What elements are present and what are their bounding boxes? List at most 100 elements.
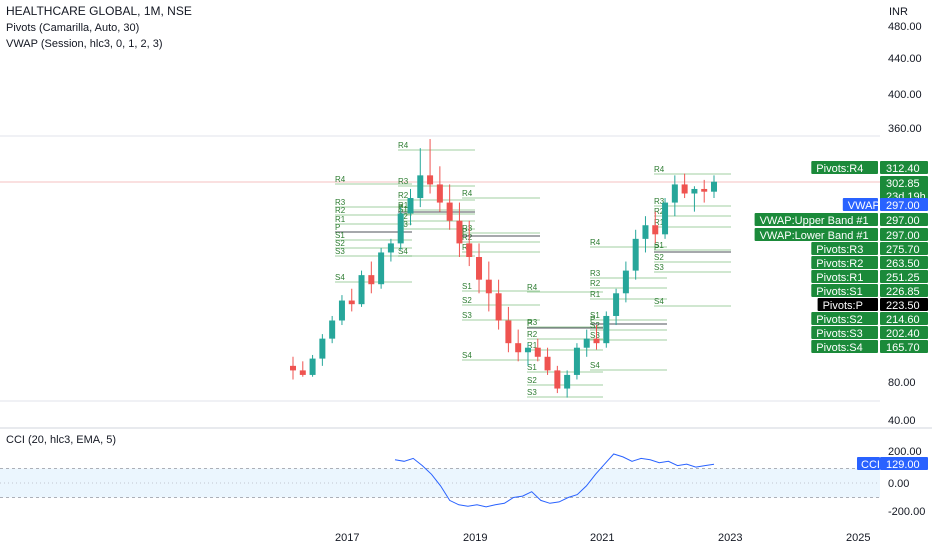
candle-body (338, 300, 345, 321)
candle (573, 343, 580, 380)
pivot-label: R2 (462, 233, 473, 242)
cci-line (394, 453, 715, 508)
price-tag-value: 312.40 (886, 163, 920, 175)
price-tag-value-box (880, 228, 928, 241)
price-tag-value: 223.50 (886, 300, 920, 312)
pivot-label: S3 (335, 247, 345, 256)
pivot-label: R4 (527, 283, 538, 292)
candle (417, 148, 424, 208)
candle-body (407, 198, 414, 214)
pivot-label: S1 (462, 282, 472, 291)
candle-body (505, 320, 512, 344)
price-tag: Pivots:S1 226.85 (811, 284, 928, 298)
candle (329, 315, 336, 344)
candle-body (603, 315, 610, 344)
pivot-label: R2 (527, 330, 538, 339)
price-tick-label: 80.00 (888, 377, 916, 389)
price-tag-value-box (880, 340, 928, 353)
candle-body (368, 275, 375, 285)
candle (554, 365, 561, 394)
candle-body (613, 293, 620, 316)
candle (691, 186, 698, 212)
price-tag-label: VWAP:Lower Band #1 (760, 230, 869, 242)
pivot-label: P (335, 223, 340, 232)
time-tick-label: 2017 (335, 532, 359, 544)
candle (662, 198, 669, 239)
cci-tick-label: 0.00 (888, 478, 909, 490)
cci-indicator-legend[interactable]: CCI (20, hlc3, EMA, 5) (6, 434, 117, 446)
candle (583, 329, 590, 357)
candle-body (622, 270, 629, 294)
candle (593, 325, 600, 350)
pivot-label: R2 (398, 191, 409, 200)
pivot-label: P (590, 315, 595, 324)
candle (534, 338, 541, 362)
price-tag-value: 302.85 (886, 178, 920, 190)
candle (671, 175, 678, 217)
candle-body (456, 220, 463, 244)
candle-body (691, 188, 698, 194)
vwap-indicator-legend[interactable]: VWAP (Session, hlc3, 0, 1, 2, 3) (6, 38, 163, 50)
candle (436, 166, 443, 212)
pivot-label: S3 (527, 388, 537, 397)
candle (397, 207, 404, 250)
candle (387, 238, 394, 262)
candle-body (573, 347, 580, 375)
pivot-label: R1 (527, 341, 538, 350)
price-tag: Pivots:R3 275.70 (811, 242, 928, 256)
candle (603, 311, 610, 348)
candle (652, 211, 659, 244)
price-tag-label: VWAP:Upper Band #1 (760, 215, 869, 227)
pivot-label: S1 (590, 311, 600, 320)
price-tag-label-box (811, 284, 878, 297)
candle (466, 220, 473, 267)
candle (309, 354, 316, 377)
price-tag-value: 275.70 (886, 244, 920, 256)
candle-body (495, 293, 502, 321)
price-tag-label-box (842, 198, 878, 211)
candle (368, 261, 375, 294)
candle-body (417, 175, 424, 199)
price-tag-label-box (811, 270, 878, 283)
price-tag-label-box (811, 161, 878, 174)
price-tag-label-box (817, 298, 878, 311)
price-tag-value: 165.70 (886, 342, 920, 354)
candle (544, 347, 551, 375)
pivot-label: S3 (654, 263, 664, 272)
price-tick-label: 440.00 (888, 53, 922, 65)
price-tick-label: 400.00 (888, 89, 922, 101)
candle-body (515, 343, 522, 353)
candle (338, 295, 345, 326)
price-tag: VWAP:Lower Band #1 297.00 (754, 228, 928, 242)
pivot-label: R3 (398, 177, 409, 186)
time-tick-label: 2025 (846, 532, 870, 544)
price-tag-value-box (880, 284, 928, 297)
candle (427, 139, 434, 194)
pivot-label: S2 (462, 296, 472, 305)
pivot-label: S3 (590, 331, 600, 340)
price-tag-label-box (754, 213, 878, 226)
price-tag-value: 297.00 (886, 230, 920, 242)
candle-body (427, 175, 434, 185)
pivots-indicator-legend[interactable]: Pivots (Camarilla, Auto, 30) (6, 22, 140, 34)
candle (642, 216, 649, 253)
price-tag: Pivots:P 223.50 (817, 298, 928, 312)
candle-body (446, 202, 453, 221)
grid-lines (0, 135, 932, 429)
pivot-label: R1 (654, 218, 665, 227)
cci-tag-value: 129.00 (886, 459, 920, 471)
candle (290, 356, 296, 380)
price-tag-label: Pivots:S2 (816, 314, 862, 326)
candle-body (554, 370, 561, 389)
candle-body (485, 279, 492, 294)
candle (476, 243, 483, 294)
candle-body (436, 184, 443, 203)
candle-body (642, 225, 649, 239)
candle-body (329, 320, 336, 339)
candle-body (358, 275, 365, 305)
candle-body (290, 365, 296, 371)
pivot-label: S1 (527, 363, 537, 372)
candle (711, 175, 717, 199)
price-tag-value-box (880, 161, 928, 174)
